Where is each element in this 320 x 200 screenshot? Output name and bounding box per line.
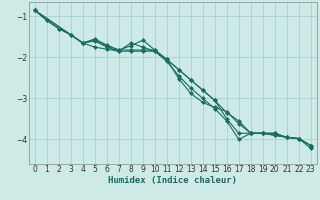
X-axis label: Humidex (Indice chaleur): Humidex (Indice chaleur) (108, 176, 237, 185)
